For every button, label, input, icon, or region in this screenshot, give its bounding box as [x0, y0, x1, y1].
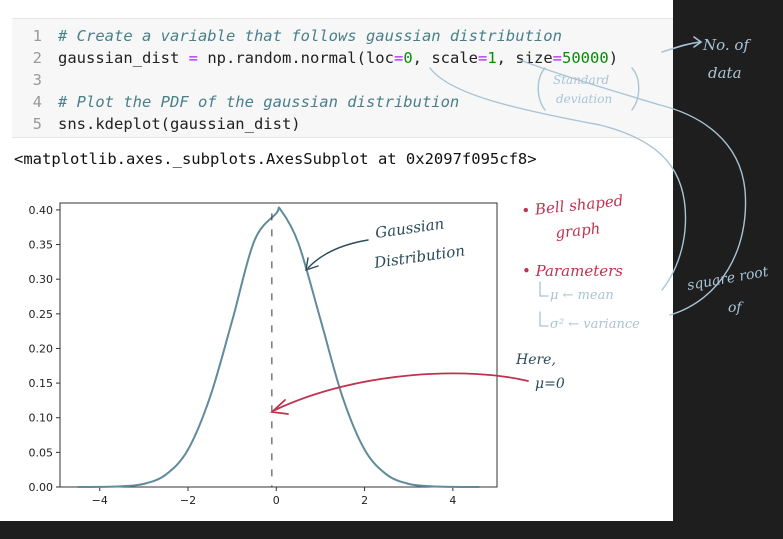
y-tick-label: 0.15	[29, 377, 54, 390]
annotation-here: Here,	[515, 352, 556, 368]
y-tick-label: 0.10	[29, 412, 54, 425]
annotation-graph: graph	[555, 219, 602, 242]
code-cell[interactable]: 1 # Create a variable that follows gaussi…	[12, 18, 673, 138]
annotation-standard: Standard	[553, 73, 609, 87]
code-line-2: 2 gaussian_dist = np.random.normal(loc=0,…	[32, 49, 619, 67]
kde-line	[77, 206, 480, 489]
annotation-mu-zero: μ=0	[535, 376, 565, 392]
here-arrow	[274, 372, 529, 411]
size-link	[429, 67, 687, 291]
gaussian-arrow	[307, 239, 369, 269]
notebook-panel: 1 # Create a variable that follows gaussi…	[0, 0, 673, 521]
annotation-data: data	[708, 64, 742, 82]
code-line-5: 5 sns.kdeplot(gaussian_dist)	[32, 115, 301, 133]
annotation-distribution: Distribution	[372, 241, 466, 272]
annotation-gaussian: Gaussian	[374, 214, 445, 241]
y-tick-label: 0.00	[29, 481, 54, 494]
x-tick-label: −4	[92, 494, 108, 507]
annotation-bell-shaped: • Bell shaped	[521, 191, 625, 220]
code-line-1: 1 # Create a variable that follows gaussi…	[32, 27, 562, 45]
x-tick-label: 2	[361, 494, 368, 507]
annotation-of: of	[728, 300, 744, 316]
no-of-data-arrow	[661, 41, 701, 53]
y-tick-label: 0.05	[29, 446, 54, 459]
y-tick-label: 0.35	[29, 239, 54, 252]
y-tick-label: 0.25	[29, 308, 54, 321]
x-tick-label: −2	[180, 494, 196, 507]
kde-chart: 0.00 0.05 0.10 0.15 0.20 0.25 0.30 0.35 0.40 −4 −2…	[29, 202, 498, 507]
plot-frame	[59, 202, 498, 488]
x-tick-label: 4	[449, 494, 456, 507]
y-tick-label: 0.20	[29, 342, 54, 355]
y-tick-label: 0.40	[29, 204, 54, 217]
y-tick-label: 0.30	[29, 273, 54, 286]
code-line-3: 3	[32, 71, 42, 89]
annotation-sigma-variance: σ² ← variance	[550, 317, 640, 332]
std-dev-bracket	[537, 67, 640, 111]
annotation-mu-mean: μ ← mean	[550, 288, 614, 303]
std-dev-link	[519, 59, 747, 316]
annotation-parameters: • Parameters	[522, 262, 623, 280]
annotation-deviation: deviation	[556, 92, 612, 106]
cell-output-text: <matplotlib.axes._subplots.AxesSubplot a…	[14, 150, 537, 168]
annotation-no-of: No. of	[702, 36, 751, 54]
code-line-4: 4 # Plot the PDF of the gaussian distribu…	[32, 93, 460, 111]
x-tick-label: 0	[273, 494, 280, 507]
mu-bracket	[539, 281, 549, 327]
